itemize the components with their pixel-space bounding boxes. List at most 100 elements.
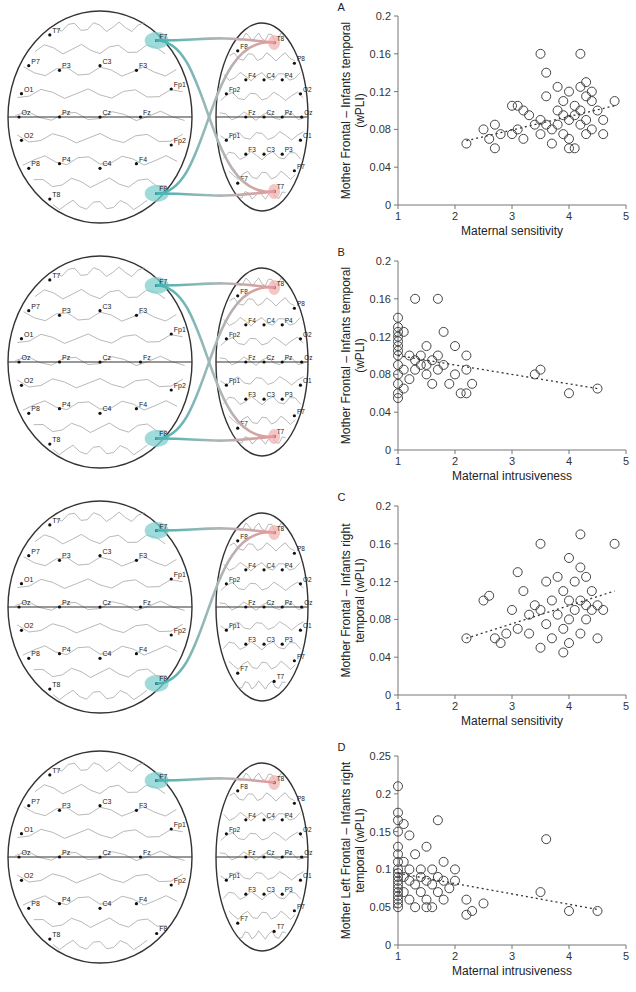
electrode-label: O1 xyxy=(24,86,33,93)
y-tick xyxy=(394,945,398,946)
y-tick xyxy=(394,129,398,130)
electrode-label: O2 xyxy=(24,872,33,879)
electrode xyxy=(98,804,101,807)
electrode-label: Fz xyxy=(248,599,255,606)
point xyxy=(576,629,585,638)
point xyxy=(565,596,574,605)
electrode-label: Cz xyxy=(267,849,275,856)
point xyxy=(553,120,562,129)
electrode xyxy=(225,139,228,142)
electrode xyxy=(262,153,265,156)
electrode-label: T8 xyxy=(52,191,60,198)
y-axis-title: Mother Frontal – Infants right xyxy=(339,523,353,678)
electrode-label: Pz xyxy=(62,354,71,361)
connections xyxy=(157,778,274,782)
axes: 00.040.080.120.160.212345Maternal intrus… xyxy=(339,255,629,483)
electrode-label: P3 xyxy=(285,886,293,893)
x-axis-title: Maternal sensitivity xyxy=(461,224,563,238)
electrode-label: C3 xyxy=(103,303,112,310)
point xyxy=(451,370,460,379)
point xyxy=(513,125,522,134)
y-axis-title-group: Mother Left Frontal – Infants righttempo… xyxy=(339,761,367,939)
electrode xyxy=(236,294,239,297)
point xyxy=(519,587,528,596)
electrode-label: T8 xyxy=(277,775,285,782)
x-axis-title: Maternal intrusiveness xyxy=(452,469,572,483)
electrode-label: T7 xyxy=(277,673,285,680)
x-axis-title: Maternal intrusiveness xyxy=(452,964,572,978)
electrode xyxy=(17,115,20,118)
x-tick xyxy=(455,945,456,949)
electrode xyxy=(135,902,138,905)
connection xyxy=(157,778,274,782)
electrode-label: Oz xyxy=(22,354,31,361)
electrode xyxy=(281,818,284,821)
gyrus xyxy=(53,690,147,700)
axes: 00.050.10.150.20.2512345Maternal intrusi… xyxy=(339,750,629,978)
electrode xyxy=(300,855,303,858)
gyrus xyxy=(23,401,177,411)
electrode-label: O2 xyxy=(24,132,33,139)
electrode xyxy=(48,278,51,281)
electrode xyxy=(236,789,239,792)
electrode-label: P7 xyxy=(31,58,40,65)
x-tick-label: 5 xyxy=(623,950,629,962)
electrode-label: Pz xyxy=(62,849,71,856)
electrode-label: F3 xyxy=(248,391,256,398)
gyrus xyxy=(15,356,184,365)
x-tick xyxy=(626,450,627,454)
electrode-label: F7 xyxy=(159,278,167,285)
electrode-label: C3 xyxy=(267,391,276,398)
connection xyxy=(157,38,274,42)
x-tick xyxy=(569,695,570,699)
y-tick-label: 0.2 xyxy=(376,788,391,800)
point xyxy=(525,111,534,120)
point xyxy=(428,880,437,889)
point xyxy=(394,394,403,403)
electrode xyxy=(244,398,247,401)
point xyxy=(422,842,431,851)
electrode xyxy=(293,169,296,172)
point xyxy=(422,370,431,379)
x-tick-label: 4 xyxy=(566,700,572,712)
point xyxy=(439,857,448,866)
electrode xyxy=(139,855,142,858)
point xyxy=(416,351,425,360)
electrode-label: F8 xyxy=(159,925,167,932)
x-axis-title: Maternal sensitivity xyxy=(461,714,563,728)
point xyxy=(593,634,602,643)
electrode xyxy=(20,92,23,95)
point xyxy=(582,615,591,624)
gyrus xyxy=(17,379,183,388)
electrode xyxy=(170,388,173,391)
electrode xyxy=(98,907,101,910)
brain-outline xyxy=(216,268,308,456)
y-axis-title: Mother Frontal – Infants temporal xyxy=(339,267,353,444)
point xyxy=(411,880,420,889)
electrode xyxy=(281,605,284,608)
electrode xyxy=(281,360,284,363)
electrode xyxy=(27,309,30,312)
electrode-label: T8 xyxy=(52,436,60,443)
electrode xyxy=(293,659,296,662)
electrode-label: T7 xyxy=(277,923,285,930)
x-tick-label: 2 xyxy=(452,210,458,222)
electrode xyxy=(236,182,239,185)
electrode-label: Oz xyxy=(304,109,312,116)
point xyxy=(599,115,608,124)
electrode-label: O1 xyxy=(24,576,33,583)
electrode xyxy=(48,773,51,776)
brain-outline xyxy=(216,763,308,951)
electrode xyxy=(225,92,228,95)
connection xyxy=(157,436,274,440)
point xyxy=(593,384,602,393)
gyrus xyxy=(23,646,177,656)
electrode-label: F3 xyxy=(139,802,147,809)
electrode-label: Fp1 xyxy=(174,571,186,579)
gyrus xyxy=(221,582,304,590)
point xyxy=(553,572,562,581)
y-tick-label: 0.1 xyxy=(376,863,391,875)
electrode xyxy=(244,893,247,896)
electrode xyxy=(262,78,265,81)
gyrus xyxy=(230,793,295,801)
